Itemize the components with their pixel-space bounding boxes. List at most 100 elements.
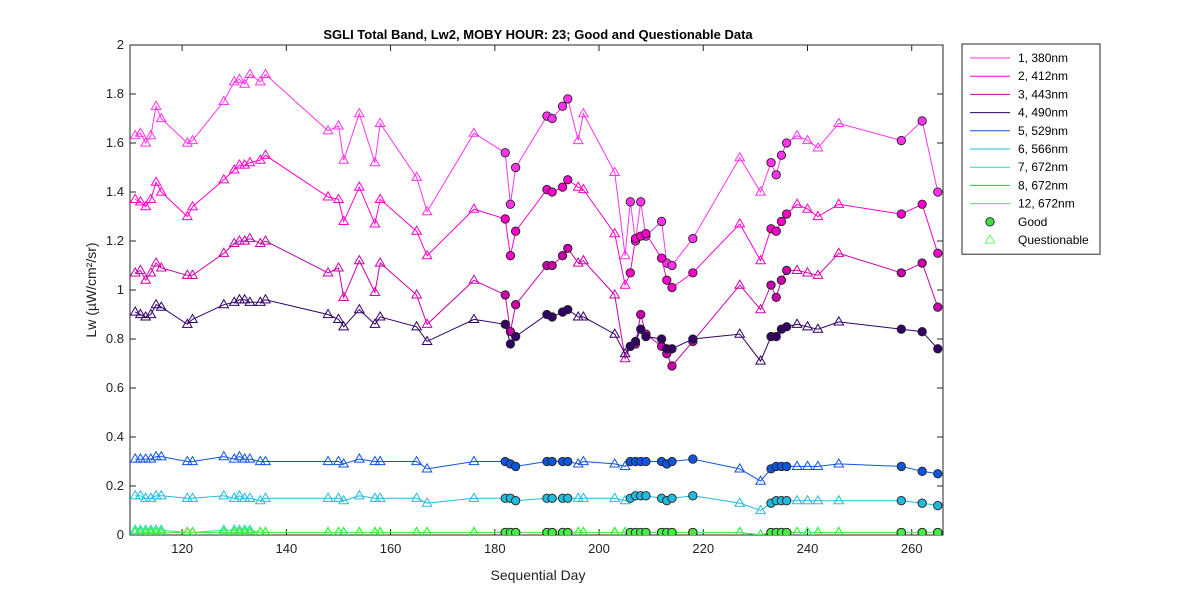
x-tick-label: 260: [901, 541, 923, 556]
good-point: [547, 113, 557, 124]
questionable-point: [734, 526, 745, 535]
questionable-point: [833, 526, 844, 535]
y-tick-label: 1: [117, 282, 124, 297]
questionable-point: [332, 261, 345, 272]
questionable-point: [134, 264, 147, 274]
good-point: [505, 339, 516, 349]
questionable-point: [259, 68, 272, 78]
questionable-point: [422, 526, 433, 535]
questionable-point: [155, 301, 167, 311]
good-point: [511, 496, 521, 506]
questionable-point: [140, 274, 152, 284]
good-point: [500, 148, 510, 158]
questionable-point: [369, 217, 381, 228]
questionable-point: [572, 134, 584, 145]
questionable-point: [218, 524, 230, 534]
questionable-point: [155, 186, 167, 196]
questionable-point: [812, 210, 824, 221]
good-point: [667, 344, 677, 354]
questionable-point: [754, 475, 767, 485]
good-point: [505, 199, 516, 209]
questionable-point: [140, 310, 152, 321]
questionable-point: [233, 489, 246, 500]
good-point: [636, 309, 646, 320]
questionable-point: [833, 117, 845, 127]
questionable-point: [734, 217, 746, 228]
good-point: [667, 282, 677, 293]
legend-entry: 3, 443nm: [1018, 87, 1068, 101]
questionable-point: [421, 497, 433, 507]
good-point: [917, 116, 927, 126]
questionable-point: [577, 455, 590, 466]
questionable-point: [155, 112, 167, 123]
good-point: [547, 493, 557, 503]
questionable-point: [233, 450, 246, 461]
questionable-point: [353, 303, 365, 314]
questionable-point: [754, 355, 767, 365]
questionable-point: [218, 489, 230, 500]
questionable-point: [468, 274, 480, 284]
good-point: [500, 290, 510, 300]
plot-area: 120 140 160 180 200 220 240 260 0 0.2 0.4 0.6 0.8 1 1.…: [106, 37, 944, 556]
questionable-point: [181, 210, 193, 221]
questionable-point: [130, 129, 141, 140]
good-point: [776, 150, 787, 160]
questionable-point: [577, 310, 590, 321]
good-point: [500, 214, 510, 224]
questionable-point: [577, 183, 590, 194]
questionable-point: [374, 193, 386, 203]
x-axis-label: Sequential Day: [491, 567, 586, 583]
questionable-point: [619, 347, 631, 358]
questionable-point: [254, 237, 266, 248]
plot-frame: [129, 44, 944, 536]
good-point: [547, 260, 557, 271]
good-point: [662, 275, 672, 285]
questionable-point: [833, 494, 845, 505]
good-point: [933, 187, 943, 197]
questionable-point: [186, 313, 199, 323]
x-tick-label: 240: [797, 541, 819, 556]
y-tick-label: 1.6: [106, 135, 124, 150]
questionable-point: [259, 455, 272, 466]
questionable-point: [609, 492, 621, 502]
good-point: [933, 302, 943, 312]
questionable-point: [244, 526, 255, 535]
good-point: [511, 300, 521, 310]
questionable-point: [186, 492, 199, 502]
questionable-point: [609, 526, 620, 535]
y-tick-label: 1.2: [106, 233, 124, 248]
questionable-point: [421, 462, 433, 473]
questionable-point: [228, 492, 240, 502]
good-point: [641, 331, 651, 342]
good-point: [557, 182, 568, 192]
good-point: [563, 527, 573, 535]
questionable-point: [791, 460, 803, 470]
questionable-point: [801, 460, 814, 470]
questionable-point: [228, 75, 240, 86]
questionable-point: [332, 119, 345, 130]
questionable-point: [254, 75, 266, 86]
questionable-point: [812, 526, 823, 535]
good-point: [563, 456, 573, 467]
questionable-point: [374, 492, 386, 502]
questionable-point: [130, 193, 141, 203]
questionable-point: [145, 308, 157, 319]
y-tick-label: 0.6: [106, 380, 124, 395]
good-point: [557, 101, 568, 111]
questionable-point: [734, 151, 746, 162]
good-point: [917, 258, 927, 268]
questionable-point: [155, 524, 167, 534]
questionable-point: [354, 526, 365, 535]
chart-title: SGLI Total Band, Lw2, MOBY HOUR: 23; Goo…: [323, 27, 753, 42]
good-point: [896, 209, 906, 219]
good-point: [511, 527, 521, 535]
questionable-point: [140, 137, 152, 147]
questionable-point: [322, 124, 334, 135]
good-point: [630, 336, 641, 347]
good-point: [656, 334, 667, 344]
questionable-point: [411, 492, 423, 502]
legend-entry: Good: [1018, 215, 1047, 229]
good-point: [505, 251, 516, 261]
good-point: [896, 496, 906, 506]
questionable-point: [134, 127, 147, 137]
